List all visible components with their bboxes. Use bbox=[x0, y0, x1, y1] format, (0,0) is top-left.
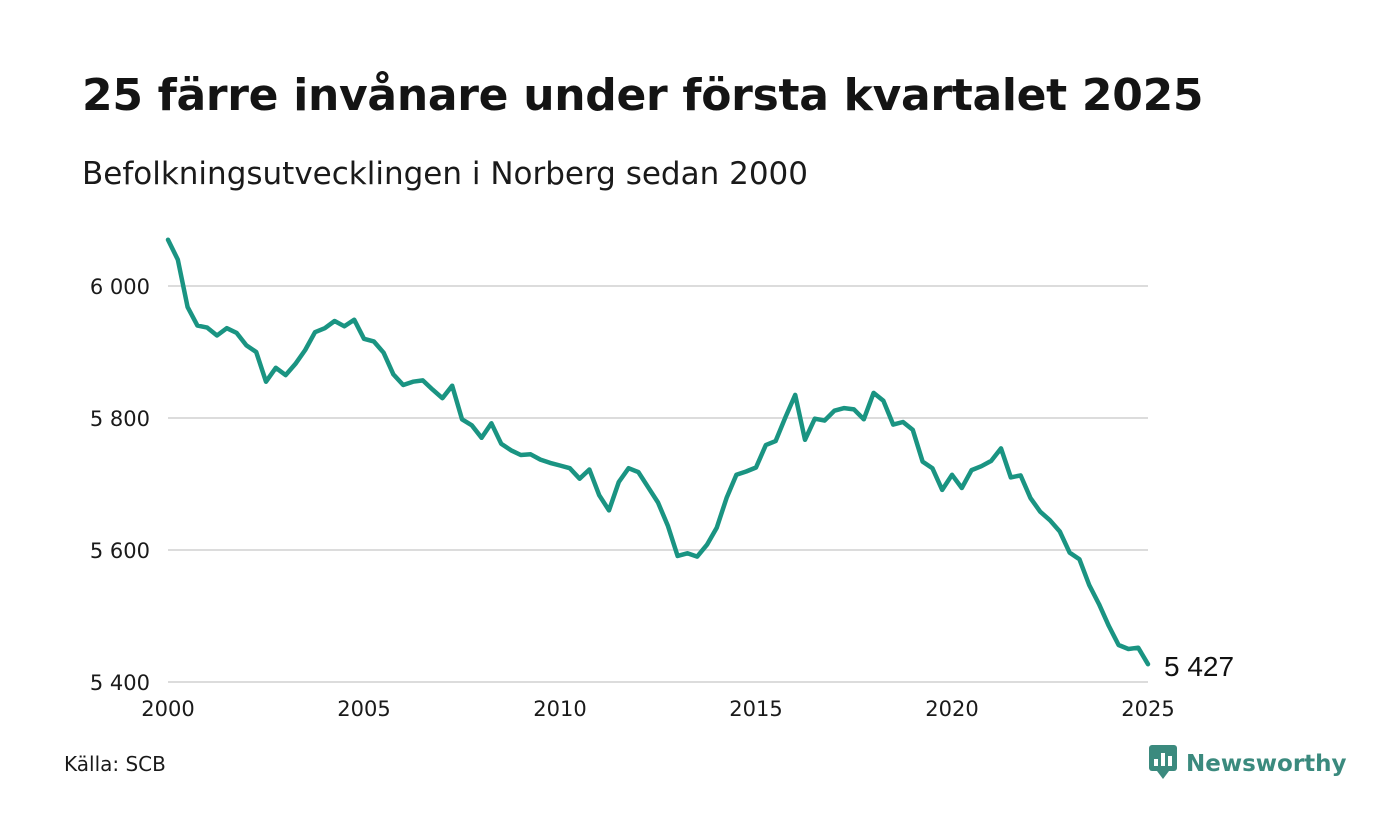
y-tick-label: 5 400 bbox=[90, 671, 150, 695]
x-tick-label: 2005 bbox=[337, 697, 390, 721]
source-note: Källa: SCB bbox=[64, 752, 166, 776]
x-tick-label: 2015 bbox=[729, 697, 782, 721]
newsworthy-logo-icon bbox=[1148, 744, 1178, 784]
y-tick-label: 5 800 bbox=[90, 407, 150, 431]
y-tick-label: 6 000 bbox=[90, 275, 150, 299]
y-axis-ticks: 5 400 5 600 5 800 6 000 bbox=[90, 275, 150, 695]
brand-logo: Newsworthy bbox=[1148, 744, 1347, 784]
gridlines bbox=[168, 285, 1148, 683]
chart-subtitle: Befolkningsutvecklingen i Norberg sedan … bbox=[82, 156, 809, 192]
x-tick-label: 2010 bbox=[533, 697, 586, 721]
series-line bbox=[165, 237, 1151, 667]
x-tick-label: 2000 bbox=[141, 697, 194, 721]
x-axis-ticks: 2000 2005 2010 2015 2020 2025 bbox=[141, 697, 1174, 721]
y-tick-label: 5 600 bbox=[90, 539, 150, 563]
x-tick-label: 2020 bbox=[925, 697, 978, 721]
x-tick-label: 2025 bbox=[1121, 697, 1174, 721]
chart-title: 25 färre invånare under första kvartalet… bbox=[82, 70, 1204, 121]
series-layer bbox=[165, 237, 1151, 667]
end-value-label: 5 427 bbox=[1164, 651, 1234, 682]
brand-name: Newsworthy bbox=[1186, 751, 1347, 777]
